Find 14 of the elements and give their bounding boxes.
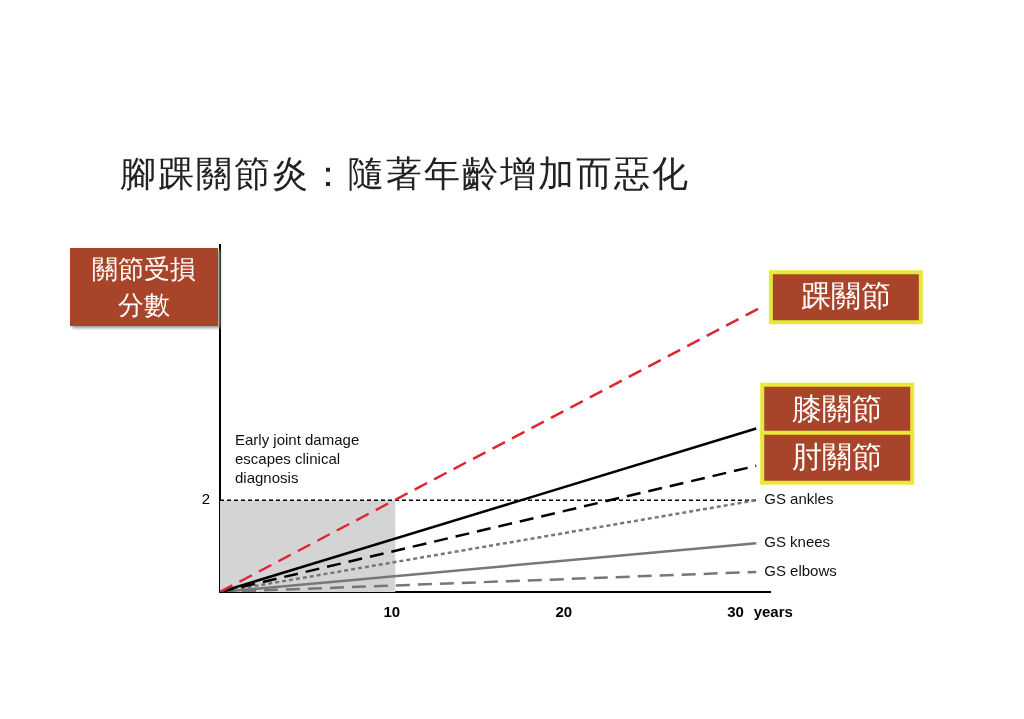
series-label: 膝關節: [792, 392, 883, 426]
x-tick-label: 20: [555, 603, 573, 621]
chart-title: 腳踝關節炎：隨著年齡增加而惡化: [120, 152, 690, 196]
series-label: GS ankles: [764, 490, 834, 508]
x-tick-label: 30: [727, 603, 744, 621]
series-label: 踝關節: [800, 279, 891, 313]
x-tick-label: 10: [383, 603, 401, 621]
series-label: 肘關節: [792, 440, 883, 474]
annotation: 2: [201, 490, 210, 508]
y-axis-title: 關節受損分數: [70, 248, 218, 326]
series-label: GS knees: [764, 533, 831, 551]
x-axis-title: years: [753, 603, 793, 621]
series-label: GS elbows: [764, 562, 837, 580]
annotation: Early joint damage escapes clinical diagnosis: [235, 430, 360, 487]
